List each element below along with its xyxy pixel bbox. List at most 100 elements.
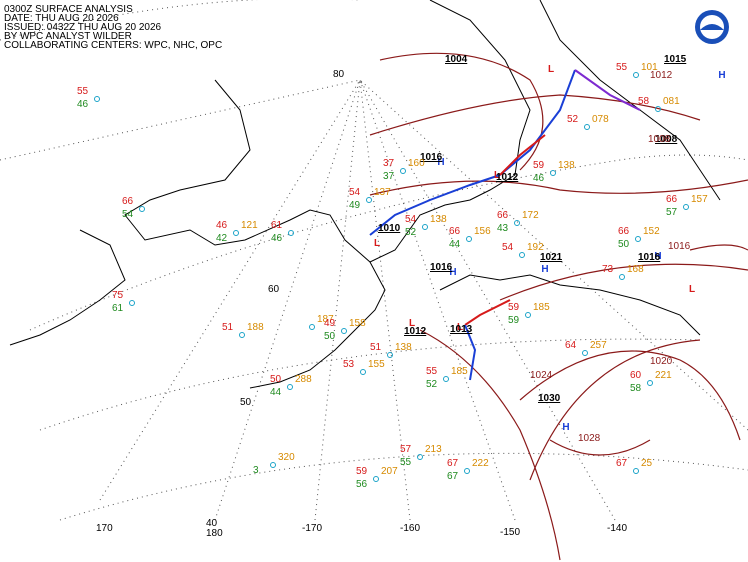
station-circle [287,384,293,390]
station-temperature: 66 [449,226,461,237]
coastline [439,274,701,336]
station-pressure: 138 [430,214,447,225]
center-letter: L [457,322,463,333]
center-pressure: 1016 [638,252,661,263]
station-circle [366,197,372,203]
station-circle [129,300,135,306]
center-letter: L [689,284,695,295]
station-circle [373,476,379,482]
station-pressure: 221 [655,370,672,381]
center-pressure: 1015 [664,54,687,65]
logo [700,24,724,30]
station-circle [655,106,661,112]
station-temperature: 73 [602,264,614,275]
station-circle [139,206,145,212]
center-pressure: 1016 [430,262,453,273]
station-circle [584,124,590,130]
station-temperature: 66 [497,210,509,221]
longitude-label: 180 [206,528,223,539]
warm-front [464,299,511,326]
station-circle [519,252,525,258]
station-circle [464,468,470,474]
coastline [9,229,126,346]
station-pressure: 081 [663,96,680,107]
header-line: COLLABORATING CENTERS: WPC, NHC, OPC [4,40,222,51]
station-circle [582,350,588,356]
longitude-label: -140 [607,523,627,534]
station-circle [466,236,472,242]
center-letter: L [374,238,380,249]
station-pressure: 078 [592,114,609,125]
center-pressure: 1021 [540,252,563,263]
station-pressure: 101 [641,62,658,73]
station-pressure: 138 [395,342,412,353]
center-pressure: 1010 [378,223,401,234]
station-dewpoint: 44 [270,387,282,398]
station-temperature: 54 [349,187,361,198]
isobar [369,94,701,136]
station-dewpoint: 49 [349,200,361,211]
center-letter: L [494,170,500,181]
station-temperature: 46 [216,220,228,231]
station-temperature: 59 [508,302,520,313]
occluded-front [574,69,641,111]
station-circle [619,274,625,280]
cold-front [499,69,576,176]
station-temperature: 54 [502,242,514,253]
station-pressure: 185 [451,366,468,377]
lat-line [29,154,748,331]
center-pressure: 1013 [450,324,473,335]
station-dewpoint: 52 [405,227,417,238]
coastline [124,0,531,263]
longitude-label: -150 [500,527,520,538]
isobar-label: 1028 [578,433,601,444]
station-temperature: 59 [356,466,368,477]
station-temperature: 52 [567,114,579,125]
graticule [0,0,748,521]
station-circle [94,96,100,102]
cold-front [464,324,477,381]
station-circle [525,312,531,318]
station-temperature: 55 [616,62,628,73]
center-letter: H [562,422,569,433]
station-temperature: 67 [447,458,459,469]
station-pressure: 137 [374,187,391,198]
fronts [369,69,641,381]
center-letter: H [437,157,444,168]
center-pressure: 1012 [404,326,427,337]
station-pressure: 257 [590,340,607,351]
station-pressure: 168 [627,264,644,275]
station-pressure: 187 [317,314,334,325]
station-dewpoint: 43 [497,223,509,234]
header-line: DATE: THU AUG 20 2026 [4,13,119,24]
station-temperature: 53 [343,359,355,370]
isobar [529,339,701,481]
center-letter: L [548,64,554,75]
station-circle [400,168,406,174]
station-pressure: 25 [641,458,653,469]
longitude-label: -170 [302,523,322,534]
station-pressure: 320 [278,452,295,463]
station-pressure: 207 [381,466,398,477]
station-pressure: 160 [408,158,425,169]
station-dewpoint: 57 [666,207,678,218]
station-circle [360,369,366,375]
coastline [249,261,386,389]
station-circle [514,220,520,226]
station-pressure: 288 [295,374,312,385]
station-temperature: 55 [426,366,438,377]
station-dewpoint: 61 [112,303,124,314]
station-circle [288,230,294,236]
station-circle [647,380,653,386]
station-pressure: 152 [643,226,660,237]
station-temperature: 66 [666,194,678,205]
header-line: 0300Z SURFACE ANALYSIS [4,4,133,15]
station-temperature: 66 [122,196,134,207]
station-circle [633,72,639,78]
station-pressure: 188 [247,322,264,333]
center-pressure: 1008 [655,134,678,145]
station-circle [239,332,245,338]
station-temperature: 37 [383,158,395,169]
